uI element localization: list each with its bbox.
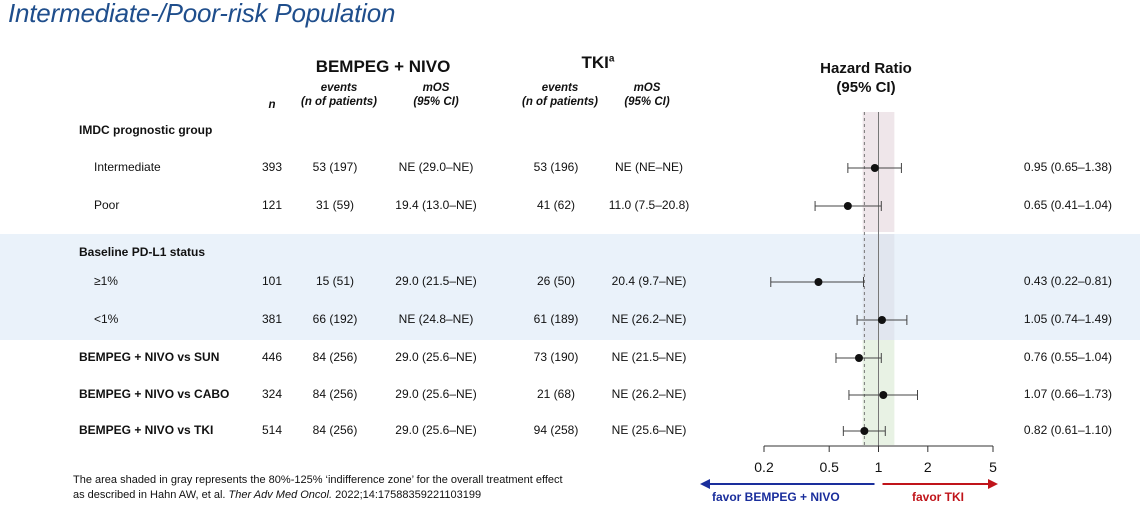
row-n: 514 [261, 423, 283, 437]
row-mos-bempeg: 29.0 (25.6–NE) [395, 387, 477, 401]
footnote: The area shaded in gray represents the 8… [73, 473, 563, 503]
favor-tki-label: favor TKI [912, 490, 965, 504]
row-hazard-ratio-text: 0.65 (0.41–1.04) [1023, 198, 1112, 212]
group1-header: BEMPEG + NIVO [315, 57, 451, 76]
row-mos-bempeg: NE (24.8–NE) [398, 312, 474, 326]
row-label: <1% [94, 312, 119, 326]
x-tick-label: 1 [874, 459, 883, 475]
row-mos-tki: 11.0 (7.5–20.8) [608, 198, 690, 212]
hr-point [860, 427, 869, 435]
row-n: 101 [261, 274, 283, 288]
row-hazard-ratio-text: 1.07 (0.66–1.73) [1023, 387, 1112, 401]
favor-bempeg-label: favor BEMPEG + NIVO [712, 490, 840, 504]
row-label: Intermediate [94, 160, 161, 174]
hr-point [843, 202, 852, 210]
row-mos-tki: NE (21.5–NE) [611, 350, 687, 364]
footnote-line1: The area shaded in gray represents the 8… [73, 474, 563, 486]
favor-right-arrowhead [988, 479, 998, 489]
row-events-bempeg: 84 (256) [312, 387, 358, 401]
row-mos-tki: NE (26.2–NE) [611, 312, 687, 326]
events2-header: events (n of patients) [521, 82, 599, 108]
row-label: BEMPEG + NIVO vs TKI [79, 423, 214, 437]
row-mos-tki: 20.4 (9.7–NE) [611, 274, 687, 288]
favor-left-arrowhead [700, 479, 710, 489]
row-mos-tki: NE (26.2–NE) [611, 387, 687, 401]
page-title: Intermediate-/Poor-risk Population [8, 0, 396, 28]
row-events-tki: 61 (189) [533, 312, 579, 326]
row-events-tki: 41 (62) [536, 198, 576, 212]
row-mos-bempeg: 29.0 (25.6–NE) [395, 350, 477, 364]
x-tick-label: 0.2 [754, 459, 774, 475]
row-events-bempeg: 84 (256) [312, 350, 358, 364]
row-mos-bempeg: NE (29.0–NE) [398, 160, 474, 174]
row-events-tki: 26 (50) [536, 274, 576, 288]
hr-point [854, 354, 863, 362]
x-tick-label: 2 [923, 459, 932, 475]
row-hazard-ratio-text: 1.05 (0.74–1.49) [1023, 312, 1112, 326]
row-events-tki: 53 (196) [533, 160, 579, 174]
group2-header: TKIa [581, 53, 615, 72]
row-mos-bempeg: 29.0 (25.6–NE) [395, 423, 477, 437]
mos1-header: mOS (95% CI) [413, 82, 459, 108]
row-label: ≥1% [94, 274, 118, 288]
section-imdc: IMDC prognostic group [79, 123, 213, 137]
row-hazard-ratio-text: 0.43 (0.22–0.81) [1023, 274, 1112, 288]
row-events-bempeg: 84 (256) [312, 423, 358, 437]
hr-point [879, 391, 888, 399]
row-n: 324 [261, 387, 283, 401]
group2-superscript: a [608, 53, 615, 65]
row-mos-tki: NE (25.6–NE) [611, 423, 687, 437]
n-header: n [268, 99, 276, 111]
hr-point [814, 278, 823, 286]
row-hazard-ratio-text: 0.95 (0.65–1.38) [1023, 160, 1112, 174]
row-events-tki: 73 (190) [533, 350, 579, 364]
row-events-bempeg: 66 (192) [312, 312, 358, 326]
row-label: Poor [94, 198, 120, 212]
row-hazard-ratio-text: 0.76 (0.55–1.04) [1023, 350, 1112, 364]
hazard-ratio-header: Hazard Ratio (95% CI) [820, 60, 912, 96]
row-events-bempeg: 53 (197) [312, 160, 358, 174]
row-label: BEMPEG + NIVO vs CABO [79, 387, 230, 401]
events1-header: events (n of patients) [300, 82, 378, 108]
row-events-bempeg: 31 (59) [315, 198, 355, 212]
row-events-tki: 94 (258) [533, 423, 579, 437]
row-n: 381 [261, 312, 283, 326]
row-label: BEMPEG + NIVO vs SUN [79, 350, 220, 364]
footnote-line2: as described in Hahn AW, et al. Ther Adv… [73, 489, 482, 501]
mos2-header: mOS (95% CI) [624, 82, 670, 108]
row-n: 446 [261, 350, 283, 364]
row-events-tki: 21 (68) [536, 387, 576, 401]
row-n: 393 [261, 160, 283, 174]
pdl1-highlight-band [0, 234, 1140, 340]
row-mos-bempeg: 19.4 (13.0–NE) [395, 198, 477, 212]
hr-point [877, 316, 886, 324]
row-mos-tki: NE (NE–NE) [614, 160, 684, 174]
row-hazard-ratio-text: 0.82 (0.61–1.10) [1023, 423, 1112, 437]
row-n: 121 [261, 198, 283, 212]
x-tick-label: 5 [989, 459, 997, 475]
hr-point [870, 164, 879, 172]
x-tick-label: 0.5 [819, 459, 839, 475]
row-events-bempeg: 15 (51) [315, 274, 355, 288]
section-pdl1: Baseline PD-L1 status [79, 245, 206, 259]
row-mos-bempeg: 29.0 (21.5–NE) [395, 274, 477, 288]
